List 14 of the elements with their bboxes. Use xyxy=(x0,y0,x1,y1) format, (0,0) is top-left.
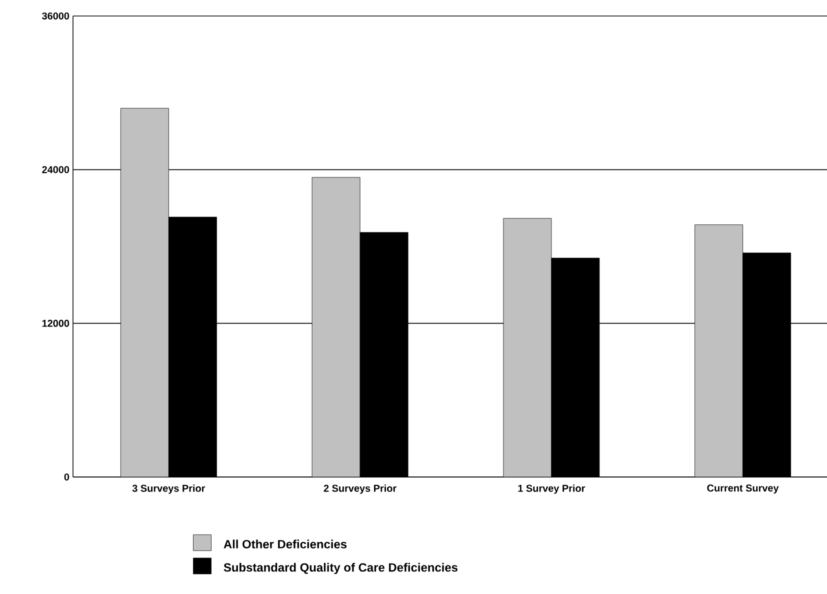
y-tick-label: 24000 xyxy=(42,166,70,174)
x-tick-label: 3 Surveys Prior xyxy=(132,484,206,494)
bar xyxy=(694,224,744,477)
x-tick-label: 2 Surveys Prior xyxy=(324,484,396,494)
legend-label: All Other Deficiencies xyxy=(224,540,347,548)
bar xyxy=(120,108,169,477)
legend-label: Substandard Quality of Care Deficiencies xyxy=(224,562,458,574)
y-tick-label: 12000 xyxy=(42,320,70,327)
x-tick-label: 1 Survey Prior xyxy=(518,484,586,494)
bar xyxy=(312,177,360,477)
y-tick-label: 36000 xyxy=(42,12,70,20)
x-tick-label: Current Survey xyxy=(707,484,779,494)
y-tick-label: 0 xyxy=(64,473,70,481)
bar xyxy=(503,218,552,477)
